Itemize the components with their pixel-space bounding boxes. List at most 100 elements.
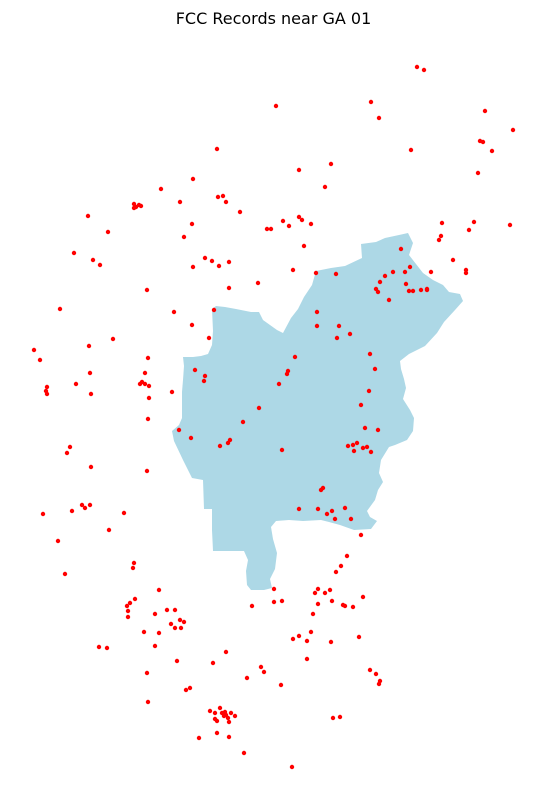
- fcc-record-marker: [421, 67, 427, 73]
- fcc-record-marker: [347, 331, 353, 337]
- fcc-record-marker: [87, 370, 93, 376]
- fcc-record-marker: [271, 599, 277, 605]
- fcc-record-marker: [141, 629, 147, 635]
- fcc-record-marker: [362, 425, 368, 431]
- fcc-record-marker: [314, 323, 320, 329]
- fcc-record-marker: [480, 139, 486, 145]
- fcc-record-marker: [296, 506, 302, 512]
- fcc-record-marker: [226, 734, 232, 740]
- fcc-record-marker: [172, 625, 178, 631]
- fcc-record-marker: [315, 506, 321, 512]
- fcc-record-marker: [354, 440, 360, 446]
- fcc-record-marker: [145, 416, 151, 422]
- fcc-record-marker: [226, 259, 232, 265]
- fcc-record-marker: [176, 427, 182, 433]
- fcc-record-marker: [181, 619, 187, 625]
- fcc-record-marker: [145, 699, 151, 705]
- fcc-record-marker: [408, 147, 414, 153]
- fcc-record-marker: [466, 227, 472, 233]
- fcc-record-marker: [144, 287, 150, 293]
- fcc-record-marker: [210, 660, 216, 666]
- fcc-record-marker: [223, 649, 229, 655]
- fcc-record-marker: [332, 516, 338, 522]
- fcc-record-marker: [382, 273, 388, 279]
- fcc-record-marker: [299, 217, 305, 223]
- fcc-record-marker: [201, 378, 207, 384]
- fcc-record-marker: [344, 553, 350, 559]
- fcc-record-marker: [403, 281, 409, 287]
- fcc-record-marker: [279, 447, 285, 453]
- fcc-record-marker: [177, 199, 183, 205]
- fcc-record-marker: [189, 221, 195, 227]
- fcc-record-marker: [73, 381, 79, 387]
- fcc-record-marker: [330, 715, 336, 721]
- fcc-record-marker: [37, 357, 43, 363]
- fcc-record-marker: [168, 621, 174, 627]
- fcc-record-marker: [169, 389, 175, 395]
- fcc-record-marker: [127, 600, 133, 606]
- fcc-record-marker: [350, 604, 356, 610]
- fcc-record-marker: [130, 565, 136, 571]
- fcc-record-marker: [258, 664, 264, 670]
- fcc-record-marker: [310, 611, 316, 617]
- fcc-record-marker: [142, 370, 148, 376]
- fcc-record-marker: [55, 538, 61, 544]
- fcc-record-marker: [372, 366, 378, 372]
- fcc-record-marker: [279, 598, 285, 604]
- fcc-record-marker: [406, 288, 412, 294]
- fcc-record-marker: [348, 516, 354, 522]
- fcc-record-marker: [398, 246, 404, 252]
- fcc-record-marker: [376, 115, 382, 121]
- fcc-record-marker: [124, 603, 130, 609]
- fcc-record-marker: [225, 440, 231, 446]
- fcc-record-marker: [85, 213, 91, 219]
- fcc-record-marker: [121, 510, 127, 516]
- fcc-record-marker: [226, 285, 232, 291]
- fcc-record-marker: [301, 243, 307, 249]
- fcc-record-marker: [366, 388, 372, 394]
- fcc-record-marker: [88, 391, 94, 397]
- fcc-record-marker: [188, 435, 194, 441]
- fcc-record-marker: [110, 336, 116, 342]
- fcc-record-marker: [137, 381, 143, 387]
- fcc-record-marker: [71, 250, 77, 256]
- fcc-record-marker: [202, 255, 208, 261]
- fcc-record-marker: [313, 270, 319, 276]
- fcc-record-marker: [333, 271, 339, 277]
- fcc-record-marker: [276, 381, 282, 387]
- fcc-record-marker: [471, 219, 477, 225]
- fcc-record-marker: [202, 373, 208, 379]
- map-area: [172, 233, 463, 590]
- fcc-record-marker: [367, 667, 373, 673]
- fcc-record-marker: [436, 237, 442, 243]
- fcc-record-marker: [360, 594, 366, 600]
- fcc-record-marker: [104, 645, 110, 651]
- fcc-record-marker: [132, 596, 138, 602]
- fcc-record-marker: [214, 730, 220, 736]
- fcc-record-marker: [358, 532, 364, 538]
- fcc-record-marker: [351, 448, 357, 454]
- fcc-record-marker: [67, 444, 73, 450]
- fcc-record-marker: [82, 505, 88, 511]
- fcc-record-marker: [96, 644, 102, 650]
- fcc-record-marker: [296, 214, 302, 220]
- fcc-record-marker: [273, 103, 279, 109]
- fcc-record-marker: [172, 607, 178, 613]
- fcc-record-marker: [296, 167, 302, 173]
- fcc-record-marker: [324, 511, 330, 517]
- fcc-record-marker: [209, 258, 215, 264]
- fcc-record-marker: [174, 658, 180, 664]
- fcc-record-marker: [217, 443, 223, 449]
- fcc-record-marker: [296, 633, 302, 639]
- fcc-record-marker: [358, 402, 364, 408]
- fcc-record-marker: [181, 234, 187, 240]
- fcc-record-marker: [57, 306, 63, 312]
- district-ga-01-shape: [172, 233, 463, 590]
- fcc-record-marker: [424, 286, 430, 292]
- fcc-record-marker: [223, 199, 229, 205]
- fcc-record-marker: [375, 427, 381, 433]
- fcc-record-marker: [240, 419, 246, 425]
- fcc-record-marker: [215, 194, 221, 200]
- fcc-record-marker: [333, 569, 339, 575]
- fcc-record-marker: [386, 297, 392, 303]
